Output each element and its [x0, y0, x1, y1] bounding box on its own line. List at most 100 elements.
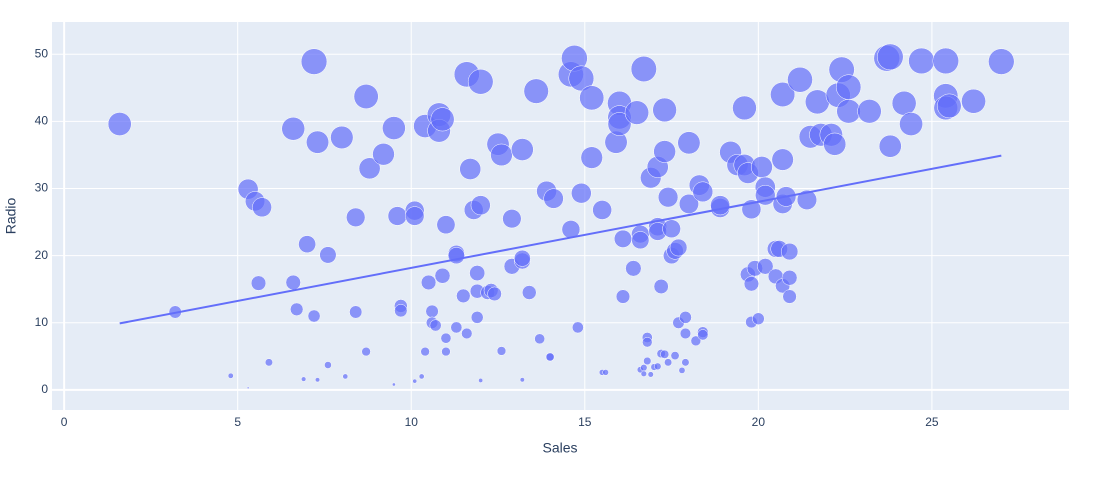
bubble	[657, 187, 679, 208]
bubble	[405, 206, 425, 226]
bubble	[579, 85, 605, 111]
bubble	[420, 346, 430, 357]
bubble	[988, 48, 1015, 75]
bubble	[285, 274, 301, 291]
bubble	[678, 193, 699, 214]
bubble	[805, 89, 830, 115]
bubble	[624, 100, 649, 125]
bubble	[625, 260, 642, 277]
bubble	[891, 90, 917, 116]
y-tick-label: 50	[35, 46, 49, 60]
bubble	[732, 95, 757, 121]
bubble	[429, 319, 442, 332]
bubble	[681, 358, 690, 367]
bubble	[781, 269, 798, 286]
x-tick-label: 0	[61, 415, 68, 429]
bubble	[412, 378, 418, 384]
bubble	[908, 47, 935, 75]
bubble	[653, 140, 676, 163]
bubble	[823, 132, 847, 156]
bubble	[521, 285, 537, 300]
bubble	[932, 47, 959, 75]
bubble	[752, 312, 765, 325]
bubble	[470, 195, 491, 216]
bubble	[264, 358, 273, 367]
bubble	[301, 376, 307, 382]
bubble	[697, 329, 709, 341]
bubble	[436, 215, 456, 235]
bubble	[519, 377, 525, 383]
bubble	[420, 274, 437, 291]
bubble	[307, 309, 321, 323]
bubble	[690, 335, 702, 347]
bubble	[571, 182, 592, 204]
bubble	[290, 302, 304, 316]
trendline	[119, 154, 1002, 325]
bubble	[252, 197, 272, 218]
bubble	[440, 332, 452, 344]
bubble	[418, 373, 425, 380]
marks	[107, 43, 1015, 390]
bubble	[679, 327, 692, 340]
bubble	[450, 321, 463, 334]
bubble	[750, 156, 773, 178]
bubble	[961, 88, 986, 114]
x-axis-title: Sales	[542, 440, 577, 456]
bubble	[660, 349, 670, 359]
bubble	[899, 112, 923, 136]
bubble	[513, 249, 531, 267]
bubble	[281, 116, 305, 141]
bubble	[496, 346, 507, 356]
bubble	[300, 48, 328, 75]
bubble	[227, 372, 234, 379]
y-tick-label: 0	[41, 382, 48, 396]
bubble	[425, 304, 439, 318]
plot-area	[52, 22, 1069, 410]
bubble	[430, 107, 455, 132]
bubble	[487, 286, 502, 302]
bubble	[456, 288, 471, 304]
bubble	[441, 346, 451, 357]
bubble	[835, 74, 862, 100]
y-tick-label: 40	[35, 114, 49, 128]
bubble	[534, 333, 546, 345]
bubble	[670, 351, 680, 361]
x-tick-label: 20	[752, 415, 766, 429]
bubble	[358, 157, 381, 180]
bubble	[545, 352, 555, 362]
bubble	[607, 112, 632, 136]
bubble	[434, 267, 451, 284]
bubble	[615, 289, 631, 304]
bubble	[330, 125, 354, 150]
bubble	[470, 311, 484, 324]
bubble	[782, 289, 797, 304]
bubble	[361, 346, 371, 357]
bubble	[490, 143, 513, 167]
bubble	[653, 362, 662, 371]
bubble	[342, 373, 349, 380]
bubble	[461, 327, 473, 340]
y-tick-label: 30	[35, 181, 49, 195]
bubble	[878, 134, 902, 158]
labels: 0 5 10 15 20 25 0 10 20 30 40 50	[35, 46, 939, 429]
bubble	[679, 311, 692, 324]
bubble	[568, 65, 595, 92]
bubble	[580, 146, 603, 169]
bubble	[319, 246, 337, 264]
bubble	[770, 82, 796, 107]
bubble	[692, 181, 714, 203]
bubble	[298, 235, 316, 254]
bubble	[647, 371, 654, 378]
bubble	[677, 131, 701, 155]
bubble	[787, 66, 813, 93]
bubble	[523, 78, 549, 104]
bubble	[459, 158, 482, 180]
bubble	[394, 304, 408, 318]
bubble	[743, 276, 759, 292]
bubble	[640, 364, 648, 372]
bubble	[372, 143, 395, 166]
bubble	[796, 189, 818, 210]
bubble	[382, 116, 406, 140]
bubble	[511, 138, 534, 161]
